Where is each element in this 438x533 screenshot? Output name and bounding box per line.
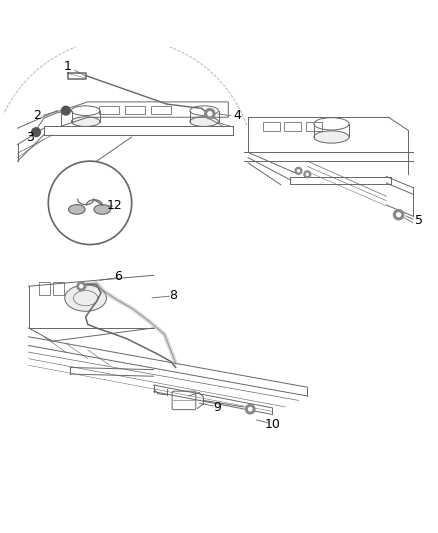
Circle shape	[32, 128, 40, 136]
Circle shape	[79, 284, 83, 288]
Bar	[305, 122, 321, 131]
Text: 8: 8	[169, 288, 177, 302]
Text: 1: 1	[64, 60, 72, 73]
Text: 5: 5	[414, 214, 422, 227]
Ellipse shape	[68, 205, 85, 214]
Circle shape	[61, 106, 70, 115]
Circle shape	[77, 282, 85, 290]
Text: 3: 3	[26, 131, 34, 144]
Circle shape	[204, 108, 215, 119]
Circle shape	[48, 161, 131, 245]
Circle shape	[392, 209, 403, 220]
Text: 9: 9	[213, 401, 221, 414]
Ellipse shape	[65, 285, 106, 311]
Circle shape	[207, 111, 212, 116]
Bar	[125, 106, 145, 114]
Bar	[53, 282, 64, 295]
Circle shape	[303, 171, 310, 178]
Text: 6: 6	[114, 270, 122, 282]
Circle shape	[296, 169, 300, 173]
Bar	[99, 106, 118, 114]
Circle shape	[245, 405, 254, 414]
Circle shape	[395, 212, 400, 217]
Bar	[263, 122, 279, 131]
Text: 12: 12	[106, 198, 122, 212]
Bar	[151, 106, 171, 114]
Circle shape	[247, 407, 252, 411]
Circle shape	[294, 167, 301, 174]
Ellipse shape	[94, 205, 110, 214]
Bar	[39, 282, 49, 295]
Text: 10: 10	[264, 418, 279, 431]
Ellipse shape	[313, 131, 348, 143]
Text: 4: 4	[233, 109, 240, 123]
Bar	[284, 122, 300, 131]
Text: 2: 2	[33, 109, 41, 123]
Ellipse shape	[71, 117, 100, 126]
Circle shape	[305, 173, 308, 176]
Ellipse shape	[190, 117, 218, 126]
